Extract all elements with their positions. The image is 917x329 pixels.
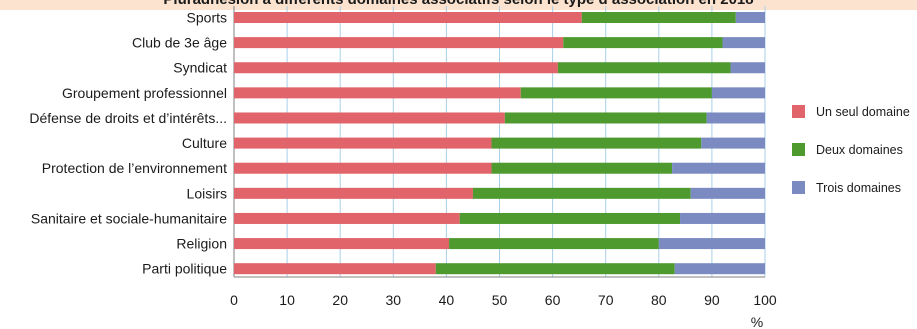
bar-segment [234, 112, 505, 124]
category-label: Protection de l’environnement [42, 160, 227, 176]
legend-swatch [792, 181, 805, 194]
bar-segment [722, 37, 765, 49]
bar-segment [680, 212, 765, 224]
bar-segment [234, 87, 521, 99]
bar-segment [690, 187, 765, 199]
x-tick-labels: 0 10 20 30 40 50 60 70 80 90 100 [230, 292, 777, 308]
category-label: Sanitaire et sociale-humanitaire [31, 210, 227, 226]
bar-segment [449, 238, 659, 250]
bar-segment [491, 137, 702, 149]
x-tick-label: 70 [598, 292, 614, 308]
bar-segment [730, 62, 765, 74]
bar-segment [234, 37, 564, 49]
bar-segment [234, 162, 492, 174]
bar-segment [581, 12, 736, 23]
category-labels: Sports Club de 3e âge Syndicat Groupement p… [29, 10, 227, 277]
category-label: Défense de droits et d’intérêts... [29, 110, 227, 126]
category-label: Culture [182, 135, 227, 151]
bar-segment [491, 162, 673, 174]
x-tick-label: 90 [704, 292, 720, 308]
bar-segment [672, 162, 765, 174]
category-label: Loisirs [187, 185, 227, 201]
category-label: Sports [187, 10, 227, 26]
bar-segment [504, 112, 707, 124]
x-tick-label: 50 [492, 292, 508, 308]
bar-segment [472, 187, 691, 199]
bar-segment [234, 62, 558, 74]
bar-segment [658, 238, 765, 250]
category-label: Groupement professionnel [62, 85, 227, 101]
bar-segment [706, 112, 765, 124]
legend: Un seul domaine Deux domaines Trois domain… [792, 105, 910, 195]
x-tick-label: 80 [651, 292, 667, 308]
legend-swatch [792, 105, 805, 118]
title-band: Pluradhésion à différents domaines assoc… [0, 0, 917, 10]
bar-segment [735, 12, 765, 23]
x-tick-label: 60 [545, 292, 561, 308]
category-label: Club de 3e âge [132, 35, 227, 51]
category-label: Religion [176, 236, 227, 252]
x-tick-label: 40 [439, 292, 455, 308]
bar-segment [234, 137, 492, 149]
category-label: Syndicat [173, 60, 227, 76]
x-tick-label: 10 [279, 292, 295, 308]
bar-segment [234, 187, 473, 199]
bar-segment [435, 263, 675, 275]
x-tick-label: 30 [386, 292, 402, 308]
x-tick-label: 100 [753, 292, 777, 308]
bar-segment [520, 87, 712, 99]
bar-segment [234, 238, 450, 250]
chart-title: Pluradhésion à différents domaines assoc… [0, 0, 917, 8]
bar-segment [711, 87, 765, 99]
legend-label: Trois domaines [816, 181, 901, 195]
bar-segment [563, 37, 723, 49]
category-label: Parti politique [142, 261, 227, 277]
legend-swatch [792, 143, 805, 156]
bar-segment [234, 12, 582, 23]
x-axis-label: % [751, 314, 763, 329]
x-tick-label: 20 [332, 292, 348, 308]
legend-label: Un seul domaine [816, 105, 910, 119]
legend-label: Deux domaines [816, 143, 903, 157]
bar-segment [674, 263, 765, 275]
bar-segment [459, 212, 681, 224]
bar-segment [234, 263, 436, 275]
bar-segment [701, 137, 765, 149]
bar-segment [557, 62, 731, 74]
bars [234, 12, 765, 275]
x-tick-label: 0 [230, 292, 238, 308]
bar-segment [234, 212, 460, 224]
